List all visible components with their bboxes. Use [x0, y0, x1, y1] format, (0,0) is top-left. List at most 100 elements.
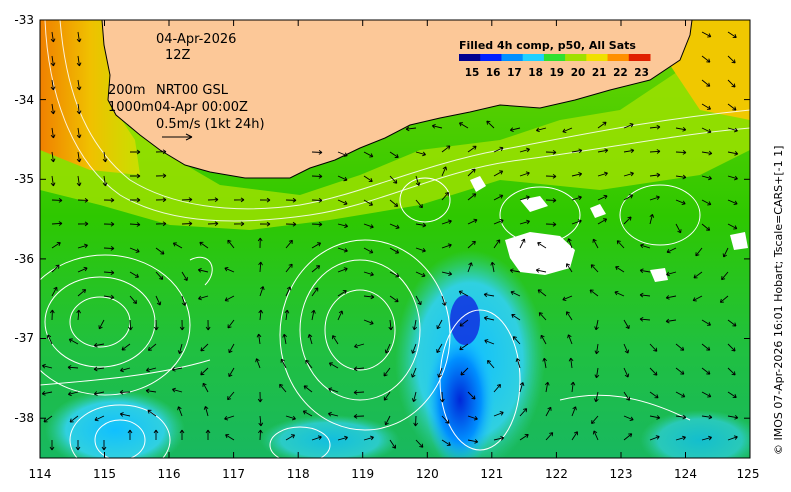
current-arrow: [701, 343, 711, 351]
current-arrow: [666, 271, 677, 277]
colorbar-swatch: [459, 54, 481, 61]
current-arrow: [537, 289, 547, 297]
current-arrow: [93, 366, 105, 372]
current-arrow: [649, 124, 661, 130]
depth-contour-200m: [59, 20, 750, 210]
current-arrow: [233, 197, 245, 203]
current-arrow: [181, 197, 193, 203]
current-arrow: [441, 439, 451, 446]
current-arrow: [227, 239, 235, 249]
vector-scale-label: 0.5m/s (1kt 24h): [156, 117, 265, 132]
current-arrow: [354, 343, 365, 349]
colorbar-swatch: [565, 54, 587, 61]
scale-arrow-icon: [162, 133, 193, 141]
current-arrow: [519, 195, 530, 201]
current-arrow: [649, 195, 660, 201]
cold-patch-south: [425, 330, 495, 458]
x-tick-label: 116: [158, 467, 181, 481]
current-arrow: [727, 343, 736, 352]
current-arrow: [544, 381, 550, 393]
current-arrow: [102, 151, 108, 163]
current-arrow: [590, 264, 599, 273]
current-arrow: [207, 221, 219, 227]
current-arrow: [285, 263, 293, 273]
current-arrow: [701, 127, 712, 134]
cool-patch-southwest: [45, 390, 185, 458]
current-arrow: [337, 247, 348, 253]
current-arrow: [701, 55, 711, 63]
current-arrow: [493, 436, 505, 441]
current-arrow: [389, 223, 400, 230]
current-arrow: [594, 343, 600, 355]
current-arrow: [519, 408, 528, 417]
current-arrow: [200, 343, 209, 352]
current-arrow: [363, 199, 373, 206]
current-arrow: [197, 268, 209, 273]
current-arrow: [311, 149, 323, 155]
current-arrow: [172, 387, 183, 393]
current-arrow: [567, 334, 573, 345]
current-arrow: [649, 343, 658, 352]
current-arrow: [467, 439, 479, 444]
current-arrow: [459, 319, 469, 327]
current-arrow: [337, 310, 344, 321]
current-arrow: [227, 319, 235, 329]
current-arrow: [311, 242, 322, 249]
current-arrow: [155, 197, 167, 203]
current-arrow: [177, 343, 183, 354]
current-arrow: [171, 366, 183, 372]
current-arrow: [225, 434, 235, 441]
current-arrow: [51, 221, 63, 226]
current-arrow: [562, 295, 573, 301]
x-axis: 114 115 116 117 118 119 120 121 122 123 …: [29, 20, 759, 481]
current-arrow: [467, 262, 473, 273]
current-arrow: [519, 219, 530, 225]
current-arrow: [519, 382, 525, 393]
current-arrow: [623, 391, 630, 401]
current-arrow: [639, 316, 651, 322]
cool-patch-south: [260, 415, 400, 458]
current-arrow: [103, 197, 115, 203]
current-arrow: [665, 318, 677, 324]
current-arrow: [129, 197, 141, 203]
current-arrow: [337, 290, 347, 297]
current-arrow: [675, 435, 686, 441]
current-arrow: [389, 271, 400, 278]
current-arrow: [490, 261, 496, 273]
current-arrow: [102, 175, 108, 187]
product-label: NRT00 GSL: [156, 83, 229, 98]
current-arrow: [592, 430, 599, 441]
current-arrow: [493, 411, 504, 417]
current-arrow: [328, 387, 339, 393]
contour-1000m-label: 1000m: [108, 100, 154, 115]
current-arrow: [701, 103, 711, 110]
current-arrow: [701, 391, 712, 398]
current-arrow: [41, 391, 53, 396]
current-arrow: [172, 242, 183, 249]
current-arrow: [510, 290, 521, 297]
current-arrow: [721, 271, 729, 281]
current-arrow: [49, 440, 55, 451]
current-arrow: [285, 239, 293, 249]
current-arrow: [258, 309, 264, 321]
current-arrow: [623, 343, 630, 354]
current-arrow: [129, 247, 140, 253]
current-arrow: [536, 127, 547, 133]
y-tick-label: -37: [14, 331, 34, 345]
x-tick-label: 124: [674, 467, 697, 481]
current-arrow: [155, 247, 165, 255]
current-arrow: [311, 435, 322, 441]
current-arrow: [519, 238, 526, 249]
current-arrow: [540, 334, 547, 345]
colorbar-title: Filled 4h comp, p50, All Sats: [459, 39, 636, 52]
current-arrow: [41, 363, 53, 369]
current-arrow: [389, 199, 399, 207]
current-arrow: [67, 391, 79, 397]
current-arrow: [179, 319, 185, 331]
current-arrow: [389, 295, 399, 303]
current-arrow: [692, 295, 703, 302]
current-arrow: [415, 295, 422, 306]
current-arrow: [203, 406, 209, 417]
current-arrow: [303, 385, 313, 393]
current-arrow: [545, 406, 552, 417]
